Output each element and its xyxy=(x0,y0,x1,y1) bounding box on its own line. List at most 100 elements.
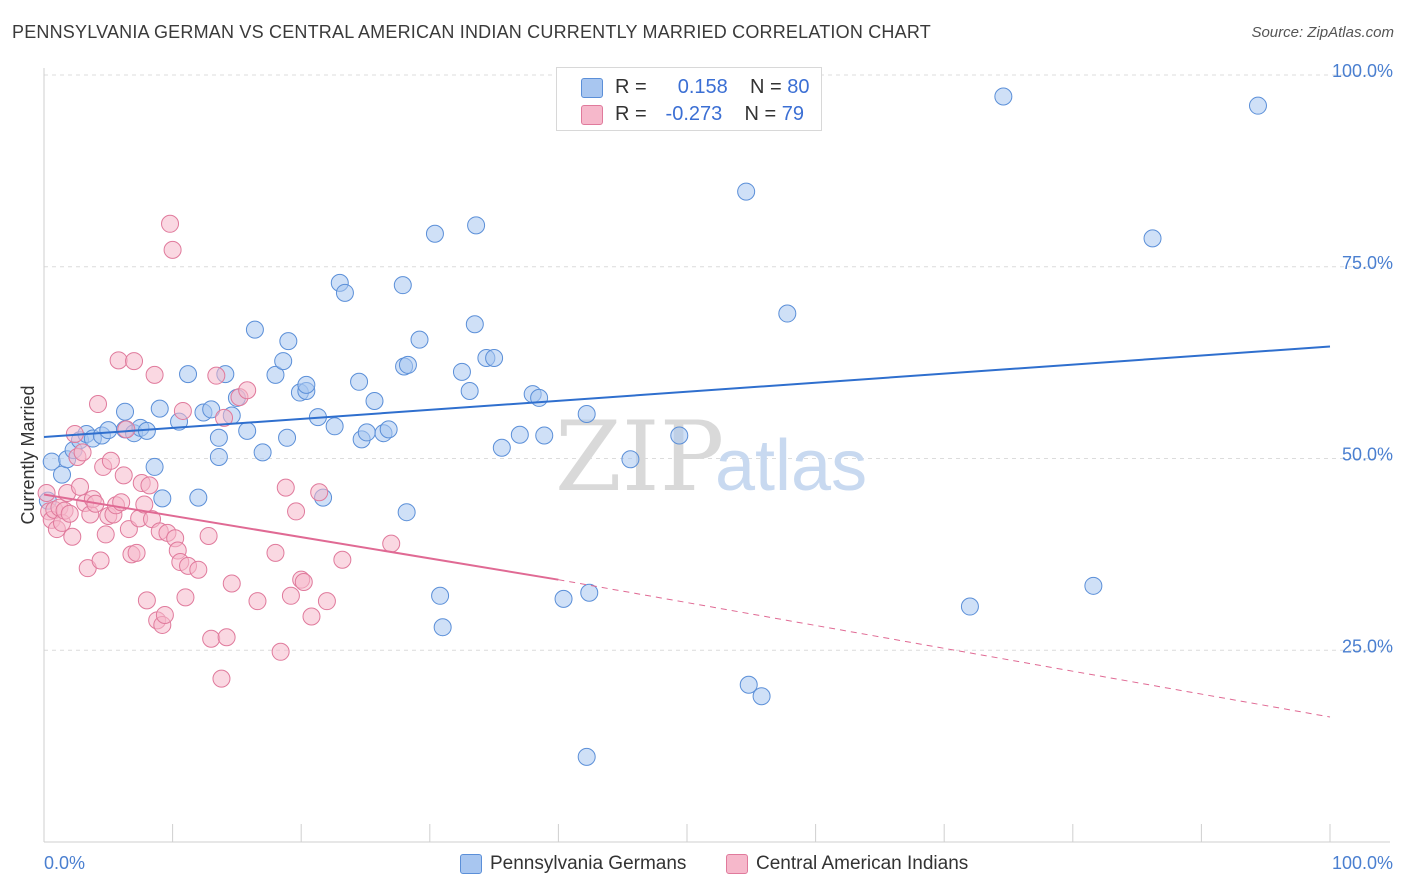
trend-line-pennsylvania-germans xyxy=(43,345,1331,439)
y-axis-label: Currently Married xyxy=(18,385,38,524)
point-pennsylvania-germans xyxy=(485,349,504,368)
n-value-pennsylvania: 80 xyxy=(787,76,810,98)
point-central-american-indians xyxy=(207,366,226,385)
r-value-central-american: -0.273 xyxy=(665,103,723,125)
point-central-american-indians xyxy=(271,642,290,661)
trend-lines xyxy=(43,345,1331,718)
point-pennsylvania-germans xyxy=(960,597,979,616)
point-pennsylvania-germans xyxy=(145,457,164,476)
point-pennsylvania-germans xyxy=(398,355,417,374)
point-pennsylvania-germans xyxy=(580,583,599,602)
point-pennsylvania-germans xyxy=(739,675,758,694)
point-pennsylvania-germans xyxy=(737,182,756,201)
point-pennsylvania-germans xyxy=(153,489,172,508)
point-pennsylvania-germans xyxy=(189,488,208,507)
point-central-american-indians xyxy=(127,543,146,562)
point-pennsylvania-germans xyxy=(278,428,297,447)
point-pennsylvania-germans xyxy=(202,400,221,419)
trend-line-central-american-indians-dashed xyxy=(558,579,1331,718)
point-pennsylvania-germans xyxy=(1084,576,1103,595)
point-pennsylvania-germans xyxy=(492,438,511,457)
point-pennsylvania-germans xyxy=(209,447,228,466)
point-pennsylvania-germans xyxy=(994,87,1013,106)
point-central-american-indians xyxy=(217,628,236,647)
point-central-american-indians xyxy=(71,477,90,496)
point-central-american-indians xyxy=(91,551,110,570)
point-pennsylvania-germans xyxy=(1248,96,1267,115)
point-central-american-indians xyxy=(294,572,313,591)
point-central-american-indians xyxy=(281,586,300,605)
point-central-american-indians xyxy=(96,525,115,544)
point-pennsylvania-germans xyxy=(510,425,529,444)
point-pennsylvania-germans xyxy=(179,365,198,384)
n-label: N = xyxy=(750,76,782,98)
point-central-american-indians xyxy=(63,527,82,546)
point-pennsylvania-germans xyxy=(393,276,412,295)
point-central-american-indians xyxy=(145,365,164,384)
point-central-american-indians xyxy=(276,478,295,497)
point-central-american-indians xyxy=(222,574,241,593)
point-pennsylvania-germans xyxy=(425,224,444,243)
n-label: N = xyxy=(744,103,777,125)
point-central-american-indians xyxy=(89,395,108,414)
point-pennsylvania-germans xyxy=(297,375,316,394)
x-tick-label: 0.0% xyxy=(44,853,85,873)
point-pennsylvania-germans xyxy=(245,320,264,339)
point-central-american-indians xyxy=(238,381,257,400)
legend-label-central-american-indians: Central American Indians xyxy=(756,853,969,874)
data-points xyxy=(37,72,1267,766)
point-central-american-indians xyxy=(302,607,321,626)
point-central-american-indians xyxy=(310,483,329,502)
point-central-american-indians xyxy=(176,588,195,607)
point-pennsylvania-germans xyxy=(99,421,118,440)
legend-item-central-american-indians[interactable]: Central American Indians xyxy=(726,852,968,876)
r-label: R = xyxy=(615,103,647,125)
point-pennsylvania-germans xyxy=(460,382,479,401)
legend-swatch-blue xyxy=(460,853,482,874)
point-pennsylvania-germans xyxy=(433,618,452,637)
point-pennsylvania-germans xyxy=(554,589,573,608)
chart-title: PENNSYLVANIA GERMAN VS CENTRAL AMERICAN … xyxy=(12,22,931,42)
point-central-american-indians xyxy=(125,352,144,371)
watermark-atlas: atlas xyxy=(715,426,867,506)
point-central-american-indians xyxy=(266,543,285,562)
point-pennsylvania-germans xyxy=(116,402,135,421)
legend-swatch-pink xyxy=(726,853,748,874)
x-tick-label: 100.0% xyxy=(1332,853,1393,873)
y-tick-label: 75.0% xyxy=(1342,253,1393,273)
point-central-american-indians xyxy=(60,504,79,523)
point-pennsylvania-germans xyxy=(670,426,689,445)
point-pennsylvania-germans xyxy=(365,391,384,410)
stats-legend: R = 0.158 N = 80 R = -0.273 N = 79 xyxy=(556,67,822,131)
chart-source: Source: ZipAtlas.com xyxy=(1251,24,1394,41)
point-pennsylvania-germans xyxy=(350,372,369,391)
point-pennsylvania-germans xyxy=(530,388,549,407)
point-pennsylvania-germans xyxy=(397,503,416,522)
point-pennsylvania-germans xyxy=(274,352,293,371)
point-pennsylvania-germans xyxy=(335,283,354,302)
point-pennsylvania-germans xyxy=(150,399,169,418)
point-central-american-indians xyxy=(317,592,336,611)
legend-label-pennsylvania-germans: Pennsylvania Germans xyxy=(490,853,687,874)
point-central-american-indians xyxy=(37,484,56,503)
point-central-american-indians xyxy=(73,443,92,462)
point-central-american-indians xyxy=(117,420,136,439)
point-pennsylvania-germans xyxy=(467,216,486,235)
point-pennsylvania-germans xyxy=(266,365,285,384)
point-central-american-indians xyxy=(109,351,128,370)
y-tick-label: 25.0% xyxy=(1342,636,1393,656)
point-pennsylvania-germans xyxy=(279,332,298,351)
point-pennsylvania-germans xyxy=(379,420,398,439)
legend-item-pennsylvania-germans[interactable]: Pennsylvania Germans xyxy=(460,852,686,876)
point-central-american-indians xyxy=(382,534,401,553)
watermark: ZIP atlas xyxy=(555,401,867,513)
point-pennsylvania-germans xyxy=(1143,229,1162,248)
legend-swatch-blue xyxy=(581,77,603,98)
point-central-american-indians xyxy=(163,240,182,259)
point-central-american-indians xyxy=(248,592,267,611)
point-pennsylvania-germans xyxy=(621,450,640,469)
point-pennsylvania-germans xyxy=(778,304,797,323)
point-central-american-indians xyxy=(215,408,234,427)
point-pennsylvania-germans xyxy=(325,417,344,436)
